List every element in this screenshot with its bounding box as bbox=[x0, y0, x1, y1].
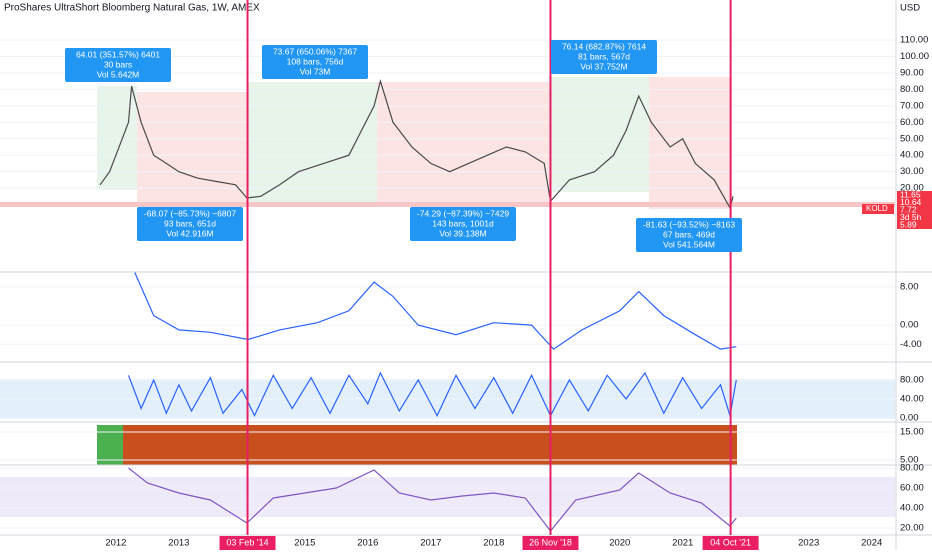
annotation-text: 30 bars bbox=[104, 59, 132, 69]
x-tick-label: 2021 bbox=[672, 538, 693, 549]
annotation-box bbox=[551, 40, 657, 74]
annotation-text: Vol 541.564M bbox=[663, 239, 715, 249]
x-tick-label: 2023 bbox=[798, 538, 819, 549]
price-tag-label: 11.65 bbox=[900, 189, 921, 199]
x-tick-label: 2015 bbox=[294, 538, 315, 549]
y-tick-label: 80.00 bbox=[900, 84, 924, 95]
y-tick-label: 80.00 bbox=[900, 463, 924, 474]
y-tick-label: -4.00 bbox=[900, 339, 922, 350]
price-tag bbox=[897, 206, 932, 214]
annotation-text: -74.29 (−87.39%) −7429 bbox=[417, 208, 509, 218]
marker-label: 04 Oct '21 bbox=[710, 537, 751, 547]
annotation-box bbox=[137, 207, 243, 241]
price-tag-label: 10.64 bbox=[900, 197, 922, 207]
y-tick-label: 40.00 bbox=[900, 394, 924, 405]
annotation-text: 143 bars, 1001d bbox=[432, 218, 494, 228]
x-tick-label: 2016 bbox=[357, 538, 378, 549]
price-tag bbox=[897, 213, 932, 222]
y-tick-label: 70.00 bbox=[900, 100, 924, 111]
annotation-text: 64.01 (351.57%) 6401 bbox=[76, 49, 160, 59]
annotation-box bbox=[262, 45, 368, 79]
annotation-text: -81.63 (−93.52%) −8163 bbox=[643, 219, 735, 229]
x-tick-label: 2018 bbox=[483, 538, 504, 549]
y-tick-label: 5.00 bbox=[900, 454, 919, 465]
annotation-text: 76.14 (682.87%) 7614 bbox=[562, 41, 646, 51]
marker-label: 03 Feb '14 bbox=[226, 537, 268, 547]
marker-label: 26 Nov '18 bbox=[529, 537, 572, 547]
marker-tag bbox=[702, 536, 759, 550]
macd-line bbox=[134, 272, 737, 350]
y-tick-label: 20.00 bbox=[900, 523, 924, 534]
y-tick-label: 60.00 bbox=[900, 117, 924, 128]
annotation-text: Vol 42.916M bbox=[166, 228, 213, 238]
marker-tag bbox=[522, 536, 579, 550]
annotation-text: -68.07 (−85.73%) −6807 bbox=[144, 208, 236, 218]
annotation-text: 67 bars, 469d bbox=[663, 229, 715, 239]
currency: USD bbox=[900, 3, 920, 14]
annotation-text: 93 bars, 651d bbox=[164, 218, 216, 228]
x-tick-label: 2017 bbox=[420, 538, 441, 549]
annotation-text: Vol 37.752M bbox=[580, 61, 627, 71]
annotation-box bbox=[410, 207, 516, 241]
y-tick-label: 0.00 bbox=[900, 320, 919, 331]
annotation-text: 81 bars, 567d bbox=[578, 51, 630, 61]
annotation-box bbox=[636, 218, 742, 252]
y-tick-label: 100.00 bbox=[900, 51, 929, 62]
price-tag bbox=[897, 191, 932, 199]
price-tag bbox=[897, 221, 932, 229]
marker-tag bbox=[219, 536, 276, 550]
annotation-text: 73.67 (650.06%) 7367 bbox=[273, 46, 357, 56]
y-tick-label: 40.00 bbox=[900, 503, 924, 514]
x-tick-label: 2013 bbox=[168, 538, 189, 549]
x-tick-label: 2024 bbox=[861, 538, 882, 549]
y-tick-label: 90.00 bbox=[900, 67, 924, 78]
y-tick-label: 50.00 bbox=[900, 133, 924, 144]
y-tick-label: 20.00 bbox=[900, 183, 924, 194]
price-tag-label: 3d 5h bbox=[900, 212, 922, 222]
y-tick-label: 0.00 bbox=[900, 413, 919, 424]
rsi-line bbox=[128, 467, 737, 532]
x-tick-label: 2012 bbox=[105, 538, 126, 549]
annotation-box bbox=[65, 48, 171, 82]
y-tick-label: 60.00 bbox=[900, 483, 924, 494]
y-tick-label: 80.00 bbox=[900, 375, 924, 386]
chart-title: ProShares UltraShort Bloomberg Natural G… bbox=[4, 3, 260, 14]
price-line bbox=[99, 78, 734, 210]
y-tick-label: 8.00 bbox=[900, 281, 919, 292]
annotation-text: Vol 39.138M bbox=[439, 228, 486, 238]
symbol-tag bbox=[862, 204, 894, 214]
annotation-text: 108 bars, 756d bbox=[287, 56, 344, 66]
y-tick-label: 15.00 bbox=[900, 427, 924, 438]
price-tag bbox=[897, 198, 932, 207]
y-tick-label: 30.00 bbox=[900, 166, 924, 177]
symbol-label: KOLD bbox=[866, 204, 888, 213]
annotation-text: Vol 5.642M bbox=[97, 69, 140, 79]
annotation-text: Vol 73M bbox=[300, 66, 331, 76]
price-tag-label: 5.89 bbox=[900, 219, 917, 229]
y-tick-label: 40.00 bbox=[900, 150, 924, 161]
y-tick-label: 110.00 bbox=[900, 35, 928, 46]
price-tag-label: 7.72 bbox=[900, 204, 917, 214]
stoch-line bbox=[127, 371, 737, 417]
x-tick-label: 2020 bbox=[609, 538, 630, 549]
